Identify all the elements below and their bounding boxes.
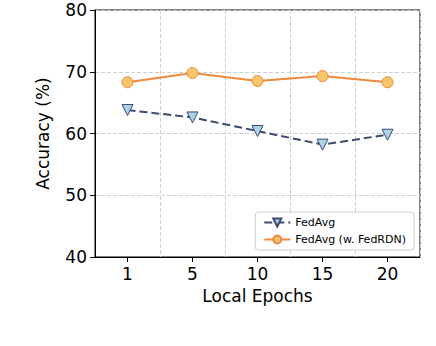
svg-text:50: 50 xyxy=(65,185,87,205)
svg-text:5: 5 xyxy=(187,264,198,284)
svg-text:FedAvg: FedAvg xyxy=(295,216,335,229)
svg-text:1: 1 xyxy=(122,264,133,284)
svg-text:10: 10 xyxy=(247,264,269,284)
svg-text:15: 15 xyxy=(312,264,334,284)
svg-text:60: 60 xyxy=(65,124,87,144)
svg-text:FedAvg (w. FedRDN): FedAvg (w. FedRDN) xyxy=(295,233,406,246)
svg-text:70: 70 xyxy=(65,62,87,82)
svg-text:Accuracy (%): Accuracy (%) xyxy=(33,77,53,189)
svg-text:Local Epochs: Local Epochs xyxy=(202,286,313,306)
svg-text:20: 20 xyxy=(377,264,399,284)
svg-text:40: 40 xyxy=(65,247,87,267)
svg-text:80: 80 xyxy=(65,0,87,20)
